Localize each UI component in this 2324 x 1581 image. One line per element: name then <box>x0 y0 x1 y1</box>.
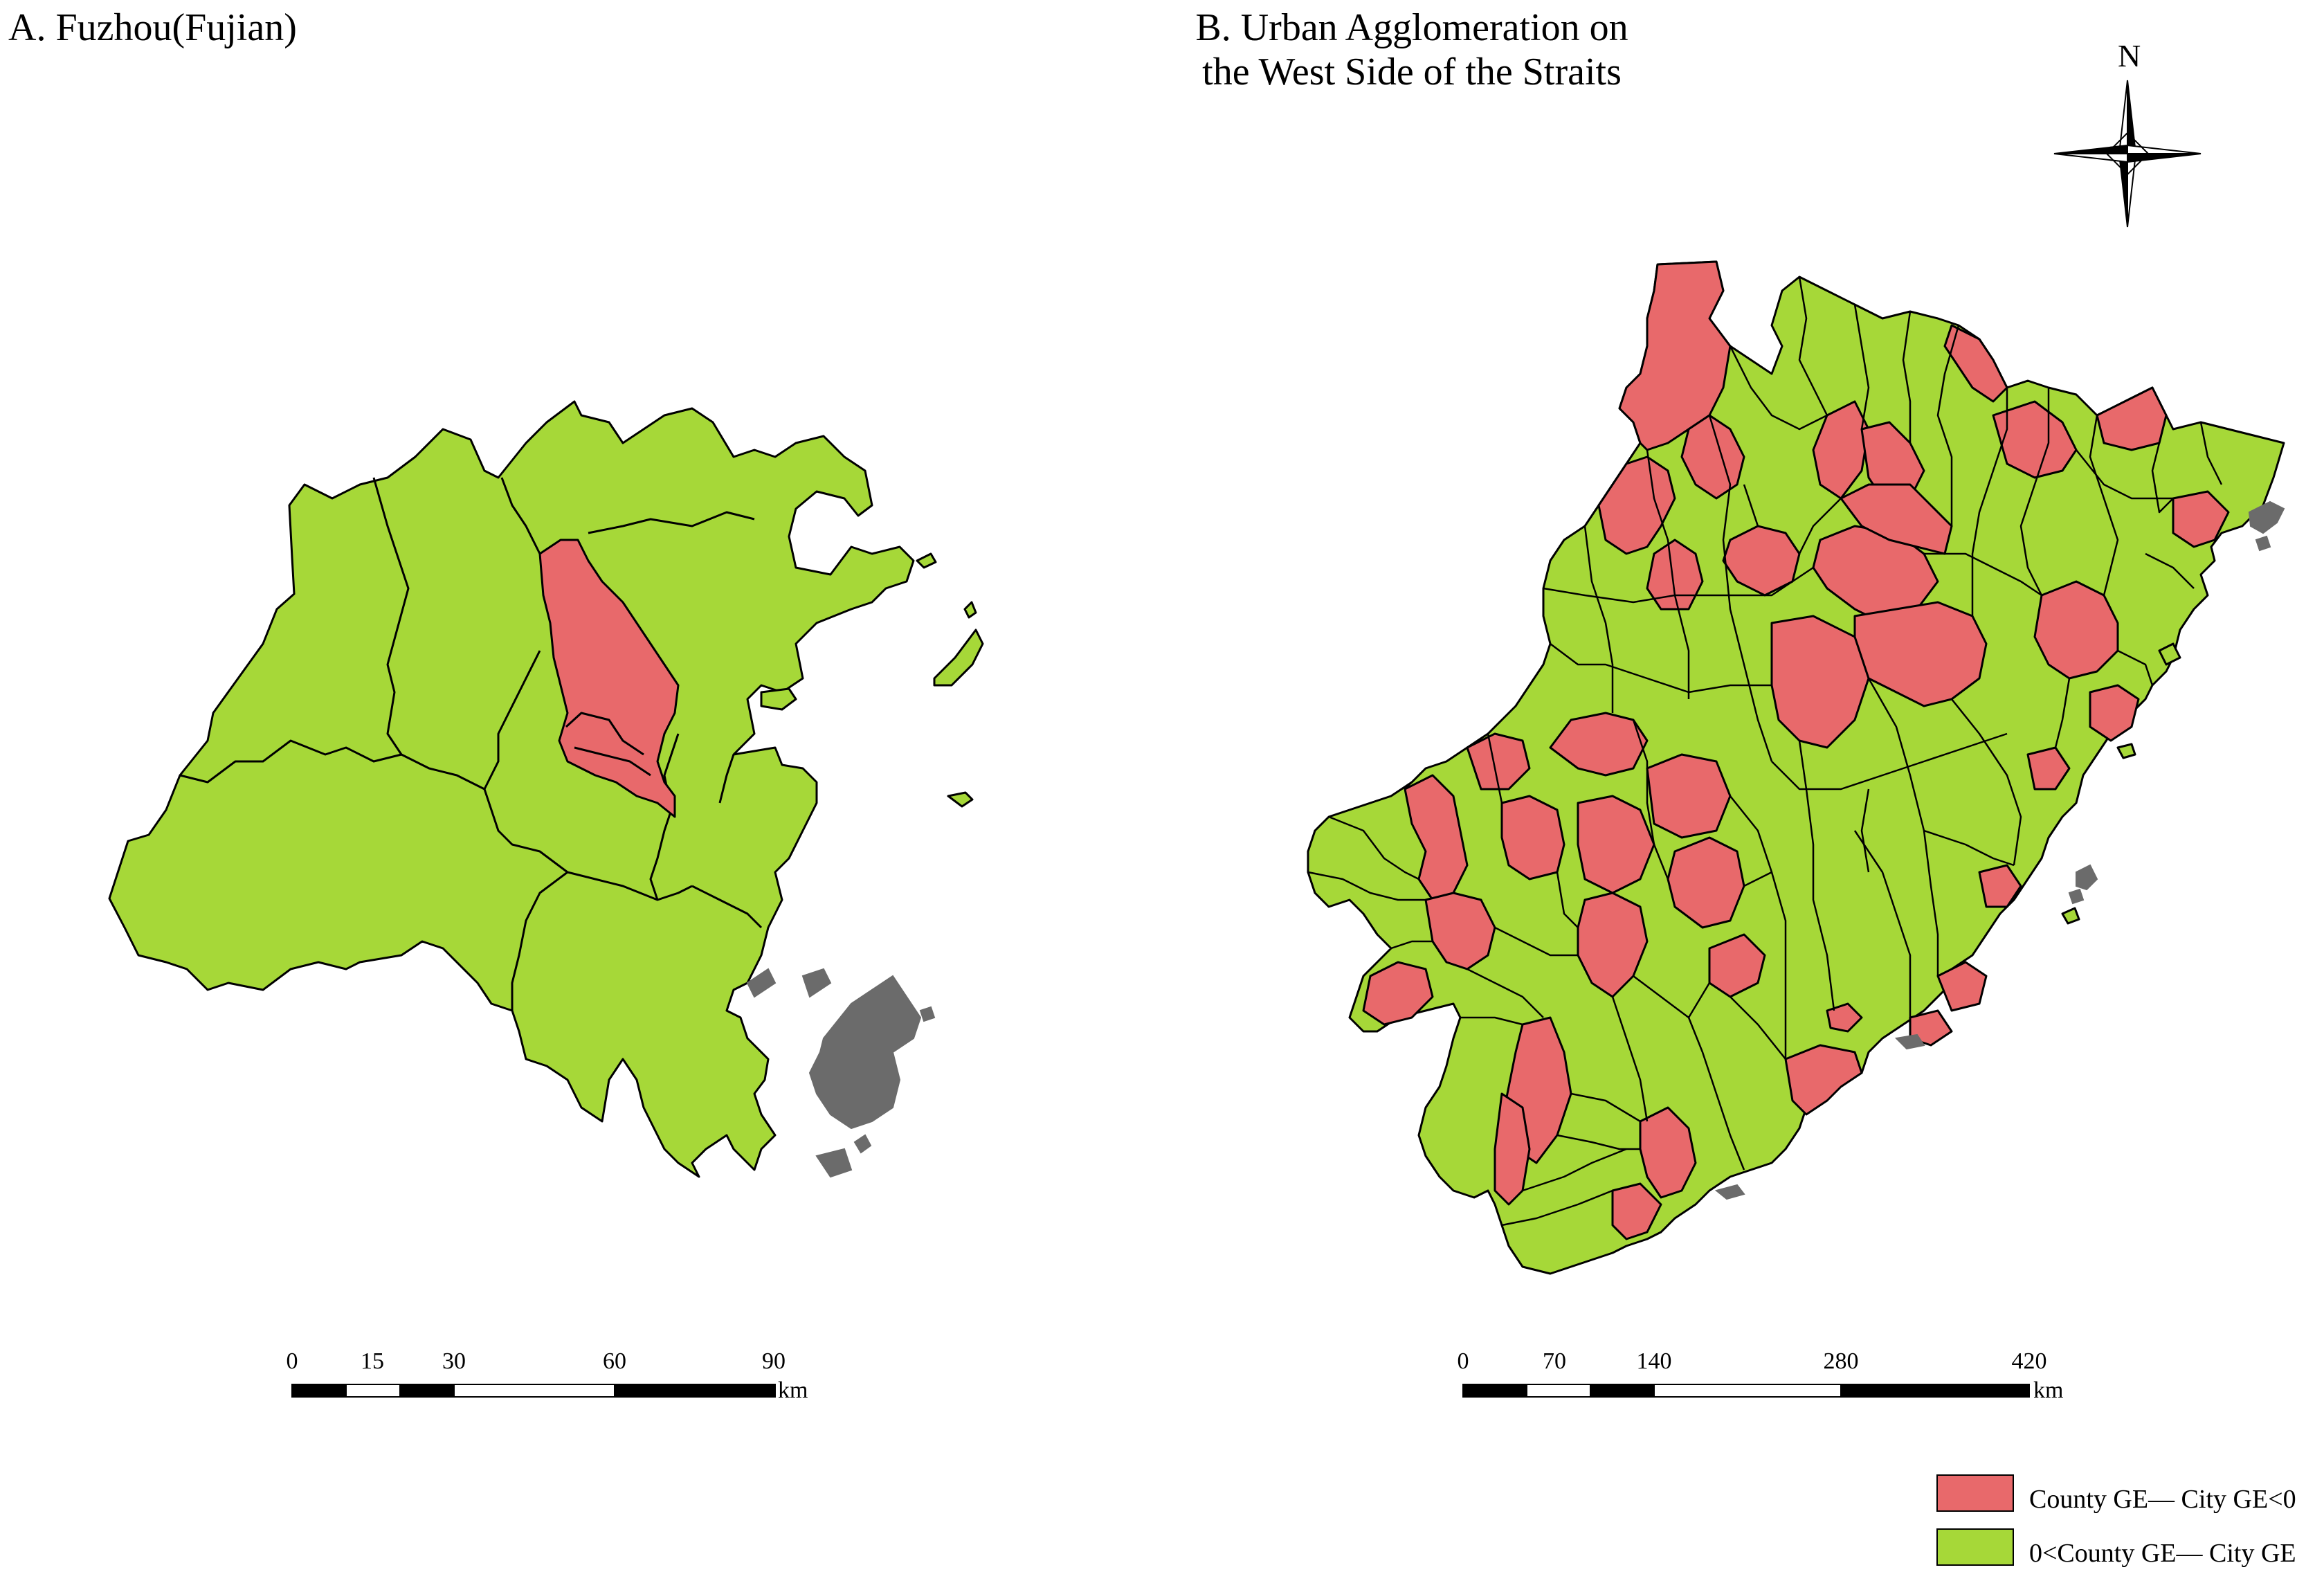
scalebar-b-tick-3: 280 <box>1823 1348 1859 1374</box>
red-county-center-1 <box>1840 483 1953 555</box>
red-county-west-5 <box>1500 795 1565 880</box>
red-county-north-7 <box>1860 421 1925 500</box>
fuzhou-island-2 <box>760 687 797 711</box>
red-county-se-1 <box>1936 961 1988 1012</box>
scalebar-a-unit: km <box>778 1377 808 1403</box>
scalebar-b-unit: km <box>2033 1377 2064 1403</box>
panel-b-title: B. Urban Agglomeration on the West Side … <box>1135 6 1689 94</box>
legend-swatch-positive <box>1936 1528 2014 1566</box>
scalebar-b-tick-0: 0 <box>1457 1348 1469 1374</box>
scalebar-b-seg-4 <box>1653 1384 1842 1398</box>
panel-a-title: A. Fuzhou(Fujian) <box>8 6 297 49</box>
red-county-center-3 <box>1770 615 1870 749</box>
red-county-mid-2 <box>1646 753 1732 839</box>
scalebar-b-seg-3 <box>1590 1384 1655 1398</box>
scalebar-b-tick-2: 140 <box>1636 1348 1672 1374</box>
north-label: N <box>2118 38 2141 73</box>
scalebar-b-seg-5 <box>1840 1384 2030 1398</box>
scalebar-b-tick-1: 70 <box>1543 1348 1566 1374</box>
red-county-mid-5 <box>1577 892 1649 998</box>
red-county-south-5 <box>1784 1044 1863 1116</box>
straits-island-2 <box>2116 743 2136 759</box>
scalebar-a-tick-3: 60 <box>603 1348 626 1374</box>
scalebar-a-seg-2 <box>345 1384 401 1398</box>
scalebar-b-tick-4: 420 <box>2011 1348 2047 1374</box>
red-county-south-6 <box>1826 1002 1863 1033</box>
straits-island-1 <box>2158 642 2181 666</box>
scalebar-a-seg-5 <box>614 1384 776 1398</box>
red-county-south-3 <box>1639 1106 1697 1199</box>
fuzhou-island-1 <box>933 629 984 687</box>
scalebar-a <box>291 1384 776 1398</box>
red-county-se-2 <box>1909 1009 1953 1047</box>
scalebar-a-seg-3 <box>399 1384 455 1398</box>
fuzhou-island-4 <box>916 552 937 569</box>
straits-county-borders <box>1307 276 2223 1227</box>
scalebar-a-tick-1: 15 <box>361 1348 384 1374</box>
red-county-south-4 <box>1611 1182 1662 1240</box>
scalebar-a-tick-0: 0 <box>286 1348 298 1374</box>
red-county-se-4 <box>2026 746 2071 790</box>
red-county-west-6 <box>1466 732 1531 790</box>
red-county-north-6 <box>1812 400 1870 500</box>
red-county-ne-1 <box>2096 386 2168 451</box>
fuzhou-map <box>108 400 984 1178</box>
fuzhou-district-borders <box>179 477 763 1011</box>
scalebar-a-seg-4 <box>453 1384 615 1398</box>
scalebar-a-tick-4: 90 <box>762 1348 786 1374</box>
straits-map <box>1307 260 2285 1275</box>
neighbouring-land-a <box>746 968 936 1178</box>
scalebar-a-tick-2: 30 <box>442 1348 466 1374</box>
straits-red-counties <box>1362 260 2230 1240</box>
red-county-east-2 <box>2089 684 2140 742</box>
north-arrow-icon <box>2053 80 2202 228</box>
legend-label-positive: 0<County GE— City GE <box>2029 1539 2296 1568</box>
red-county-se-3 <box>1978 864 2022 908</box>
red-county-center-4 <box>1992 400 2078 479</box>
red-county-ne-2 <box>2172 490 2230 548</box>
straits-island-3 <box>2061 907 2080 925</box>
scalebar-b <box>1462 1384 2030 1398</box>
legend-label-negative: County GE— City GE<0 <box>2029 1485 2296 1514</box>
red-county-north-3 <box>1597 455 1676 555</box>
panel-b-title-line2: the West Side of the Straits <box>1202 51 1622 93</box>
scalebar-a-seg-1 <box>291 1384 347 1398</box>
red-county-north-8 <box>1943 324 2008 403</box>
red-county-west-3 <box>1424 892 1496 970</box>
red-county-west-4 <box>1362 961 1434 1026</box>
scalebar-b-seg-1 <box>1462 1384 1527 1398</box>
fuzhou-red-inner-borders <box>565 712 651 777</box>
fuzhou-island-5 <box>963 601 977 619</box>
legend-swatch-negative <box>1936 1474 2014 1512</box>
red-county-east-1 <box>2033 580 2119 680</box>
panel-b-title-line1: B. Urban Agglomeration on <box>1195 6 1628 49</box>
neighbouring-land-b <box>1714 500 2285 1200</box>
fuzhou-land <box>108 400 915 1178</box>
scalebar-b-seg-2 <box>1526 1384 1591 1398</box>
red-county-mid-1 <box>1577 795 1655 894</box>
red-county-west-1 <box>1549 712 1649 777</box>
red-county-mid-3 <box>1667 836 1745 929</box>
fuzhou-island-3 <box>947 791 974 808</box>
red-county-south-2 <box>1494 1092 1531 1206</box>
